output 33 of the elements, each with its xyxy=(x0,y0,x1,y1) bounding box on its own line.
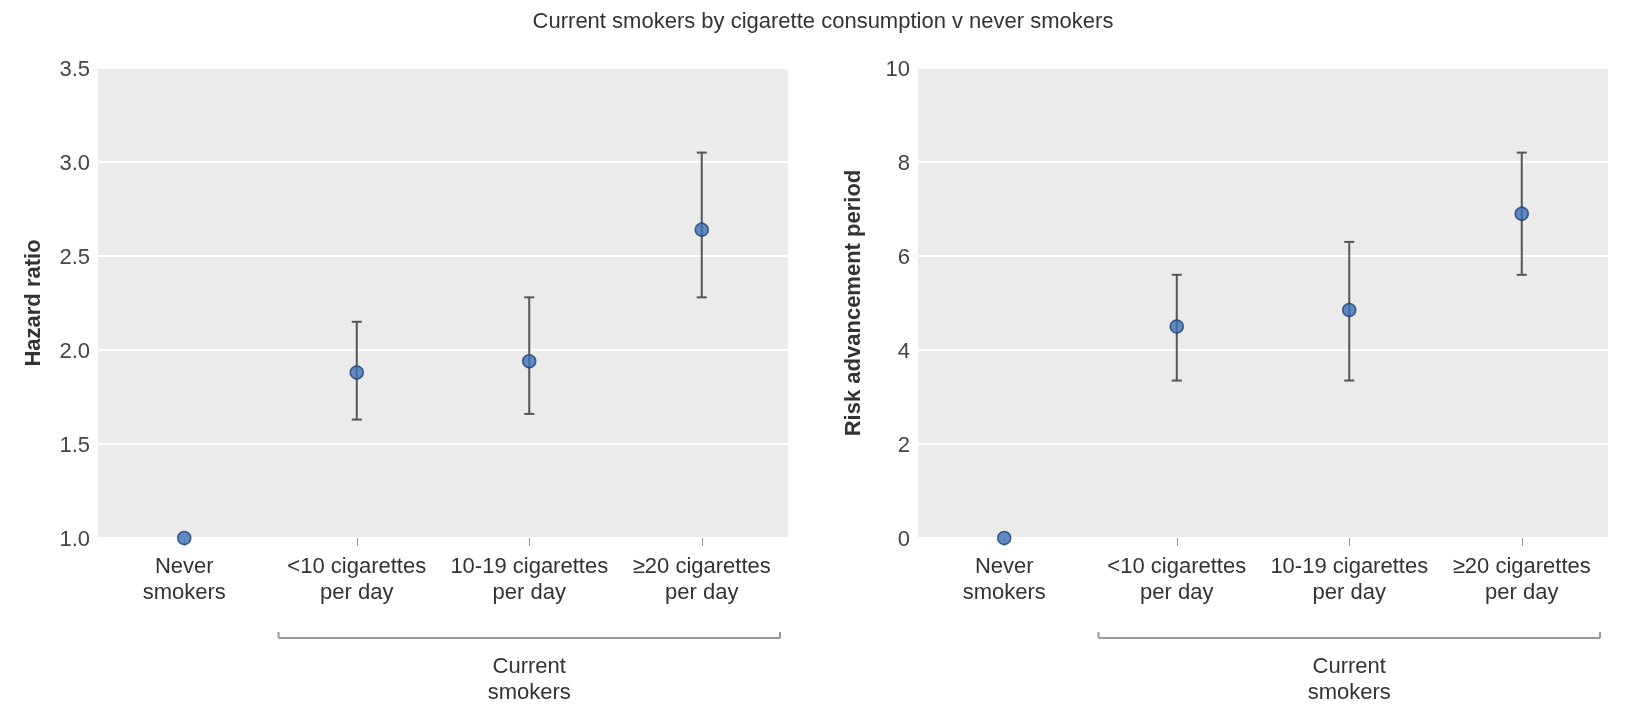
y-tick-label: 2.5 xyxy=(59,243,90,269)
y-tick-label: 0 xyxy=(897,525,910,551)
x-tick-label: 10-19 cigarettes per day xyxy=(450,552,609,604)
x-tick-label: ≥20 cigarettes per day xyxy=(1452,552,1591,604)
y-tick-label: 10 xyxy=(885,55,910,81)
chart-title: Current smokers by cigarette consumption v never smokers xyxy=(531,8,1115,35)
x-tick-label: 10-19 cigarettes per day xyxy=(1270,552,1429,604)
y-axis-title: Risk advancement period xyxy=(839,169,865,437)
y-tick-label: 1.5 xyxy=(59,431,90,457)
point xyxy=(997,530,1012,546)
text: Current smokers xyxy=(487,652,571,704)
x-tick-label: <10 cigarettes per day xyxy=(287,552,427,604)
y-tick-label: 2.0 xyxy=(59,337,90,363)
point xyxy=(349,365,364,380)
y-tick-label: 1.0 xyxy=(59,525,90,551)
x-tick-label: Never smokers xyxy=(962,552,1046,604)
point xyxy=(1342,302,1357,318)
y-tick-label: 8 xyxy=(897,149,910,175)
y-tick-label: 6 xyxy=(897,243,910,269)
y-tick-label: 2 xyxy=(897,431,910,457)
y-tick-label: 3.5 xyxy=(59,55,90,81)
point xyxy=(177,530,192,546)
y-axis-title: Hazard ratio xyxy=(19,239,45,367)
x-tick-label: ≥20 cigarettes per day xyxy=(632,552,771,604)
x-tick-label: Never smokers xyxy=(142,552,226,604)
y-tick-label: 4 xyxy=(897,337,910,363)
x-tick-label: <10 cigarettes per day xyxy=(1107,552,1247,604)
y-tick-label: 3.0 xyxy=(59,149,90,175)
point xyxy=(1169,319,1184,334)
point xyxy=(522,354,537,369)
point xyxy=(1514,206,1529,221)
point xyxy=(694,222,709,237)
text: Current smokers xyxy=(1307,652,1391,704)
